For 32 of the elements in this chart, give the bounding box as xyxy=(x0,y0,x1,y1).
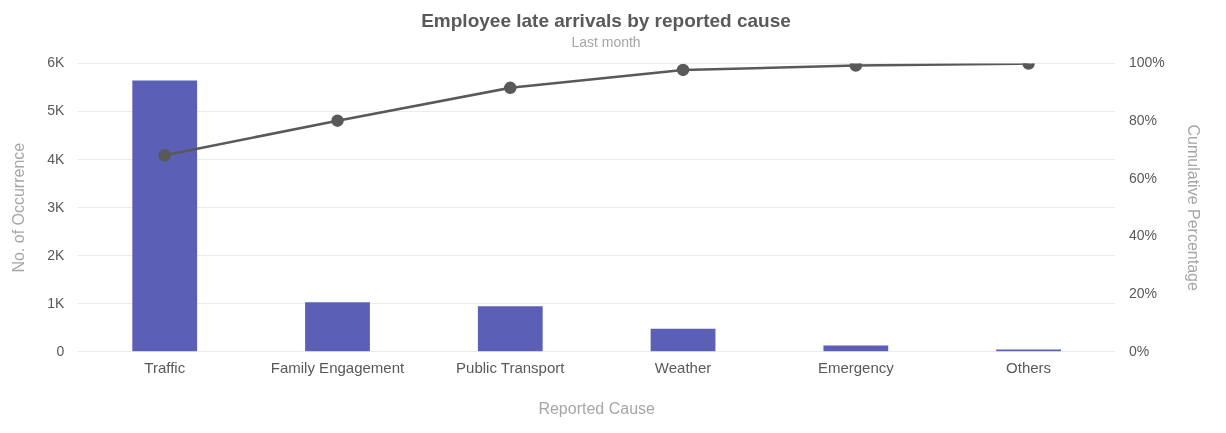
y2-tick-label: 0% xyxy=(1128,342,1150,359)
y-tick-label: 5K xyxy=(47,102,65,119)
x-tick-label: Family Engagement xyxy=(270,358,406,376)
y-tick-label: 2K xyxy=(47,246,65,263)
y-axis-title: No. of Occurrence xyxy=(10,142,28,273)
x-tick-label: Others xyxy=(1006,358,1052,376)
chart-subtitle: Last month xyxy=(571,34,641,51)
point xyxy=(676,63,690,77)
x-tick-label: Public Transport xyxy=(456,358,566,376)
y2-tick-label: 40% xyxy=(1128,227,1158,244)
bar xyxy=(650,328,716,352)
y2-tick-label: 80% xyxy=(1128,112,1158,129)
x-tick-label: Weather xyxy=(654,358,712,376)
y-tick-label: 1K xyxy=(47,294,65,311)
y-tick-label: 3K xyxy=(47,198,65,215)
y2-tick-label: 60% xyxy=(1128,169,1158,186)
bar xyxy=(132,80,198,352)
point xyxy=(331,114,344,127)
bar xyxy=(305,302,370,352)
x-tick-label: Traffic xyxy=(144,358,186,376)
x-axis-title: Reported Cause xyxy=(538,399,656,417)
y-tick-label: 6K xyxy=(47,54,65,71)
bar xyxy=(477,306,543,352)
point xyxy=(504,81,517,95)
x-tick-label: Emergency xyxy=(817,358,895,376)
y2-tick-label: 20% xyxy=(1128,285,1158,302)
y-tick-label: 0 xyxy=(56,342,65,359)
y2-axis-title: Cumulative Percentage xyxy=(1184,124,1202,291)
y-tick-label: 4K xyxy=(47,150,65,167)
chart-title: Employee late arrivals by reported cause xyxy=(421,9,791,31)
y2-tick-label: 100% xyxy=(1128,54,1165,71)
point xyxy=(158,149,171,162)
